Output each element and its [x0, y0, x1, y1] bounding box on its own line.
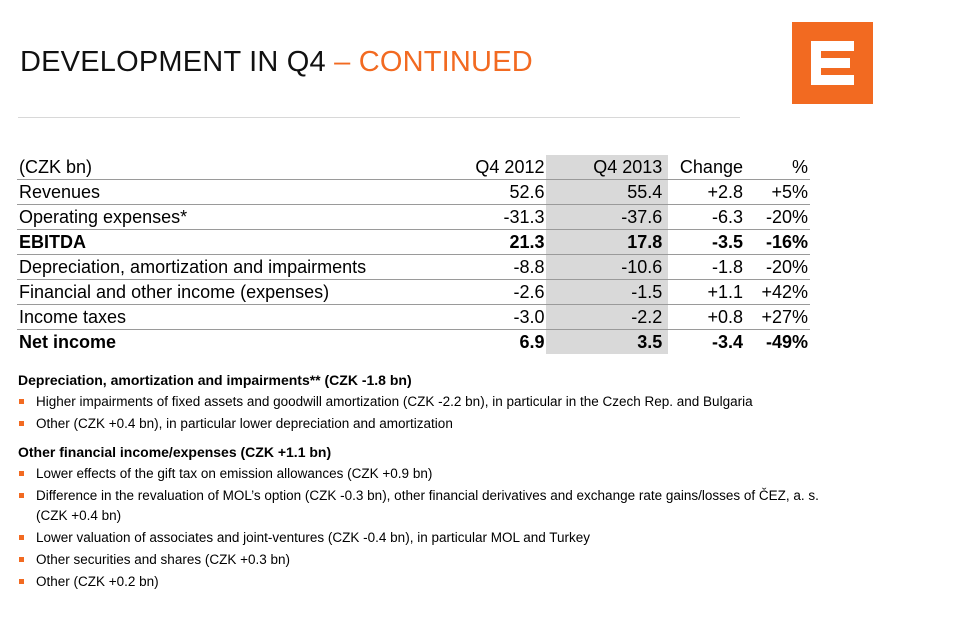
list-item-text: Other (CZK +0.2 bn) [36, 574, 159, 589]
table-row-revenues: Revenues 52.6 55.4 +2.8 +5% [17, 179, 810, 205]
list-item-text: Lower valuation of associates and joint-… [36, 530, 591, 545]
list-item: Higher impairments of fixed assets and g… [18, 392, 828, 412]
row-label: Income taxes [17, 304, 450, 330]
column-header-q4-2012: Q4 2012 [449, 155, 547, 180]
value-change: -6.3 [668, 204, 745, 230]
bullet-list: Lower effects of the gift tax on emissio… [18, 464, 828, 592]
value-q4-2013: -1.5 [546, 279, 669, 305]
value-percent: -16% [744, 229, 810, 255]
list-item-text: Difference in the revaluation of MOL’s o… [36, 488, 819, 523]
table-row-income-taxes: Income taxes -3.0 -2.2 +0.8 +27% [17, 304, 810, 330]
value-percent: +27% [744, 304, 810, 330]
value-q4-2013: -10.6 [546, 254, 669, 280]
list-item-text: Lower effects of the gift tax on emissio… [36, 466, 433, 481]
row-label: Net income [19, 331, 117, 352]
row-label: Revenues [17, 179, 450, 205]
column-header-change: Change [668, 155, 745, 180]
square-bullet-icon [19, 557, 24, 562]
value-change: +1.1 [668, 279, 745, 305]
value-q4-2013: 3.5 [546, 329, 669, 354]
value-q4-2013: 17.8 [546, 229, 669, 255]
list-item: Lower valuation of associates and joint-… [18, 528, 828, 548]
table-row-financial-income: Financial and other income (expenses) -2… [17, 279, 810, 305]
row-label: Financial and other income (expenses) [17, 279, 450, 305]
note-title: Depreciation, amortization and impairmen… [18, 372, 412, 388]
value-change: -3.4 [711, 331, 743, 352]
value-q4-2013: -37.6 [546, 204, 669, 230]
title-divider [18, 117, 740, 118]
square-bullet-icon [19, 421, 24, 426]
list-item: Other (CZK +0.4 bn), in particular lower… [18, 414, 828, 434]
value-q4-2013: -2.2 [546, 304, 669, 330]
value-change: +0.8 [668, 304, 745, 330]
value-percent: +5% [744, 179, 810, 205]
value-percent: -20% [744, 254, 810, 280]
list-item: Other (CZK +0.2 bn) [18, 572, 828, 592]
notes-section: Depreciation, amortization and impairmen… [18, 372, 828, 594]
bullet-list: Higher impairments of fixed assets and g… [18, 392, 828, 434]
note-depreciation: Depreciation, amortization and impairmen… [18, 372, 828, 434]
list-item: Other securities and shares (CZK +0.3 bn… [18, 550, 828, 570]
title-separator: – [325, 46, 359, 78]
value-q4-2012: -3.0 [449, 304, 547, 330]
value-percent: +42% [744, 279, 810, 305]
list-item-text: Higher impairments of fixed assets and g… [36, 394, 753, 409]
list-item: Difference in the revaluation of MOL’s o… [18, 486, 828, 526]
row-label: Operating expenses* [17, 204, 450, 230]
square-bullet-icon [19, 399, 24, 404]
column-header-percent: % [744, 155, 810, 180]
value-q4-2013: 55.4 [546, 179, 669, 205]
square-bullet-icon [19, 535, 24, 540]
value-percent: -20% [744, 204, 810, 230]
square-bullet-icon [19, 579, 24, 584]
value-change: -3.5 [668, 229, 745, 255]
list-item-text: Other securities and shares (CZK +0.3 bn… [36, 552, 290, 567]
value-q4-2012: 52.6 [449, 179, 547, 205]
table-row-operating-expenses: Operating expenses* -31.3 -37.6 -6.3 -20… [17, 204, 810, 230]
list-item: Lower effects of the gift tax on emissio… [18, 464, 828, 484]
square-bullet-icon [19, 471, 24, 476]
value-change: -1.8 [668, 254, 745, 280]
value-q4-2012: -2.6 [449, 279, 547, 305]
value-percent: -49% [765, 331, 808, 352]
column-header-unit: (CZK bn) [17, 155, 450, 180]
note-financial-income: Other financial income/expenses (CZK +1.… [18, 444, 828, 592]
table-row-net-income: Net income 6.9 3.5 -3.4 -49% [17, 329, 810, 354]
table-header-row: (CZK bn) Q4 2012 Q4 2013 Change % [17, 155, 810, 180]
list-item-text: Other (CZK +0.4 bn), in particular lower… [36, 416, 453, 431]
row-label: Depreciation, amortization and impairmen… [17, 254, 450, 280]
value-q4-2012: 21.3 [449, 229, 547, 255]
financial-table: (CZK bn) Q4 2012 Q4 2013 Change % Revenu… [17, 155, 810, 354]
value-q4-2012: -8.8 [449, 254, 547, 280]
value-change: +2.8 [668, 179, 745, 205]
column-header-q4-2013: Q4 2013 [546, 155, 669, 180]
value-q4-2012: -31.3 [449, 204, 547, 230]
cez-logo-icon [792, 22, 873, 104]
table-row-depreciation: Depreciation, amortization and impairmen… [17, 254, 810, 280]
row-label: EBITDA [17, 229, 450, 255]
title-accent: CONTINUED [358, 46, 533, 78]
table-row-ebitda: EBITDA 21.3 17.8 -3.5 -16% [17, 229, 810, 255]
value-q4-2012: 6.9 [519, 331, 545, 352]
note-title: Other financial income/expenses (CZK +1.… [18, 444, 332, 460]
title-main: DEVELOPMENT IN Q4 [20, 46, 326, 78]
page-title: DEVELOPMENT IN Q4 – CONTINUED [20, 46, 533, 79]
square-bullet-icon [19, 493, 24, 498]
